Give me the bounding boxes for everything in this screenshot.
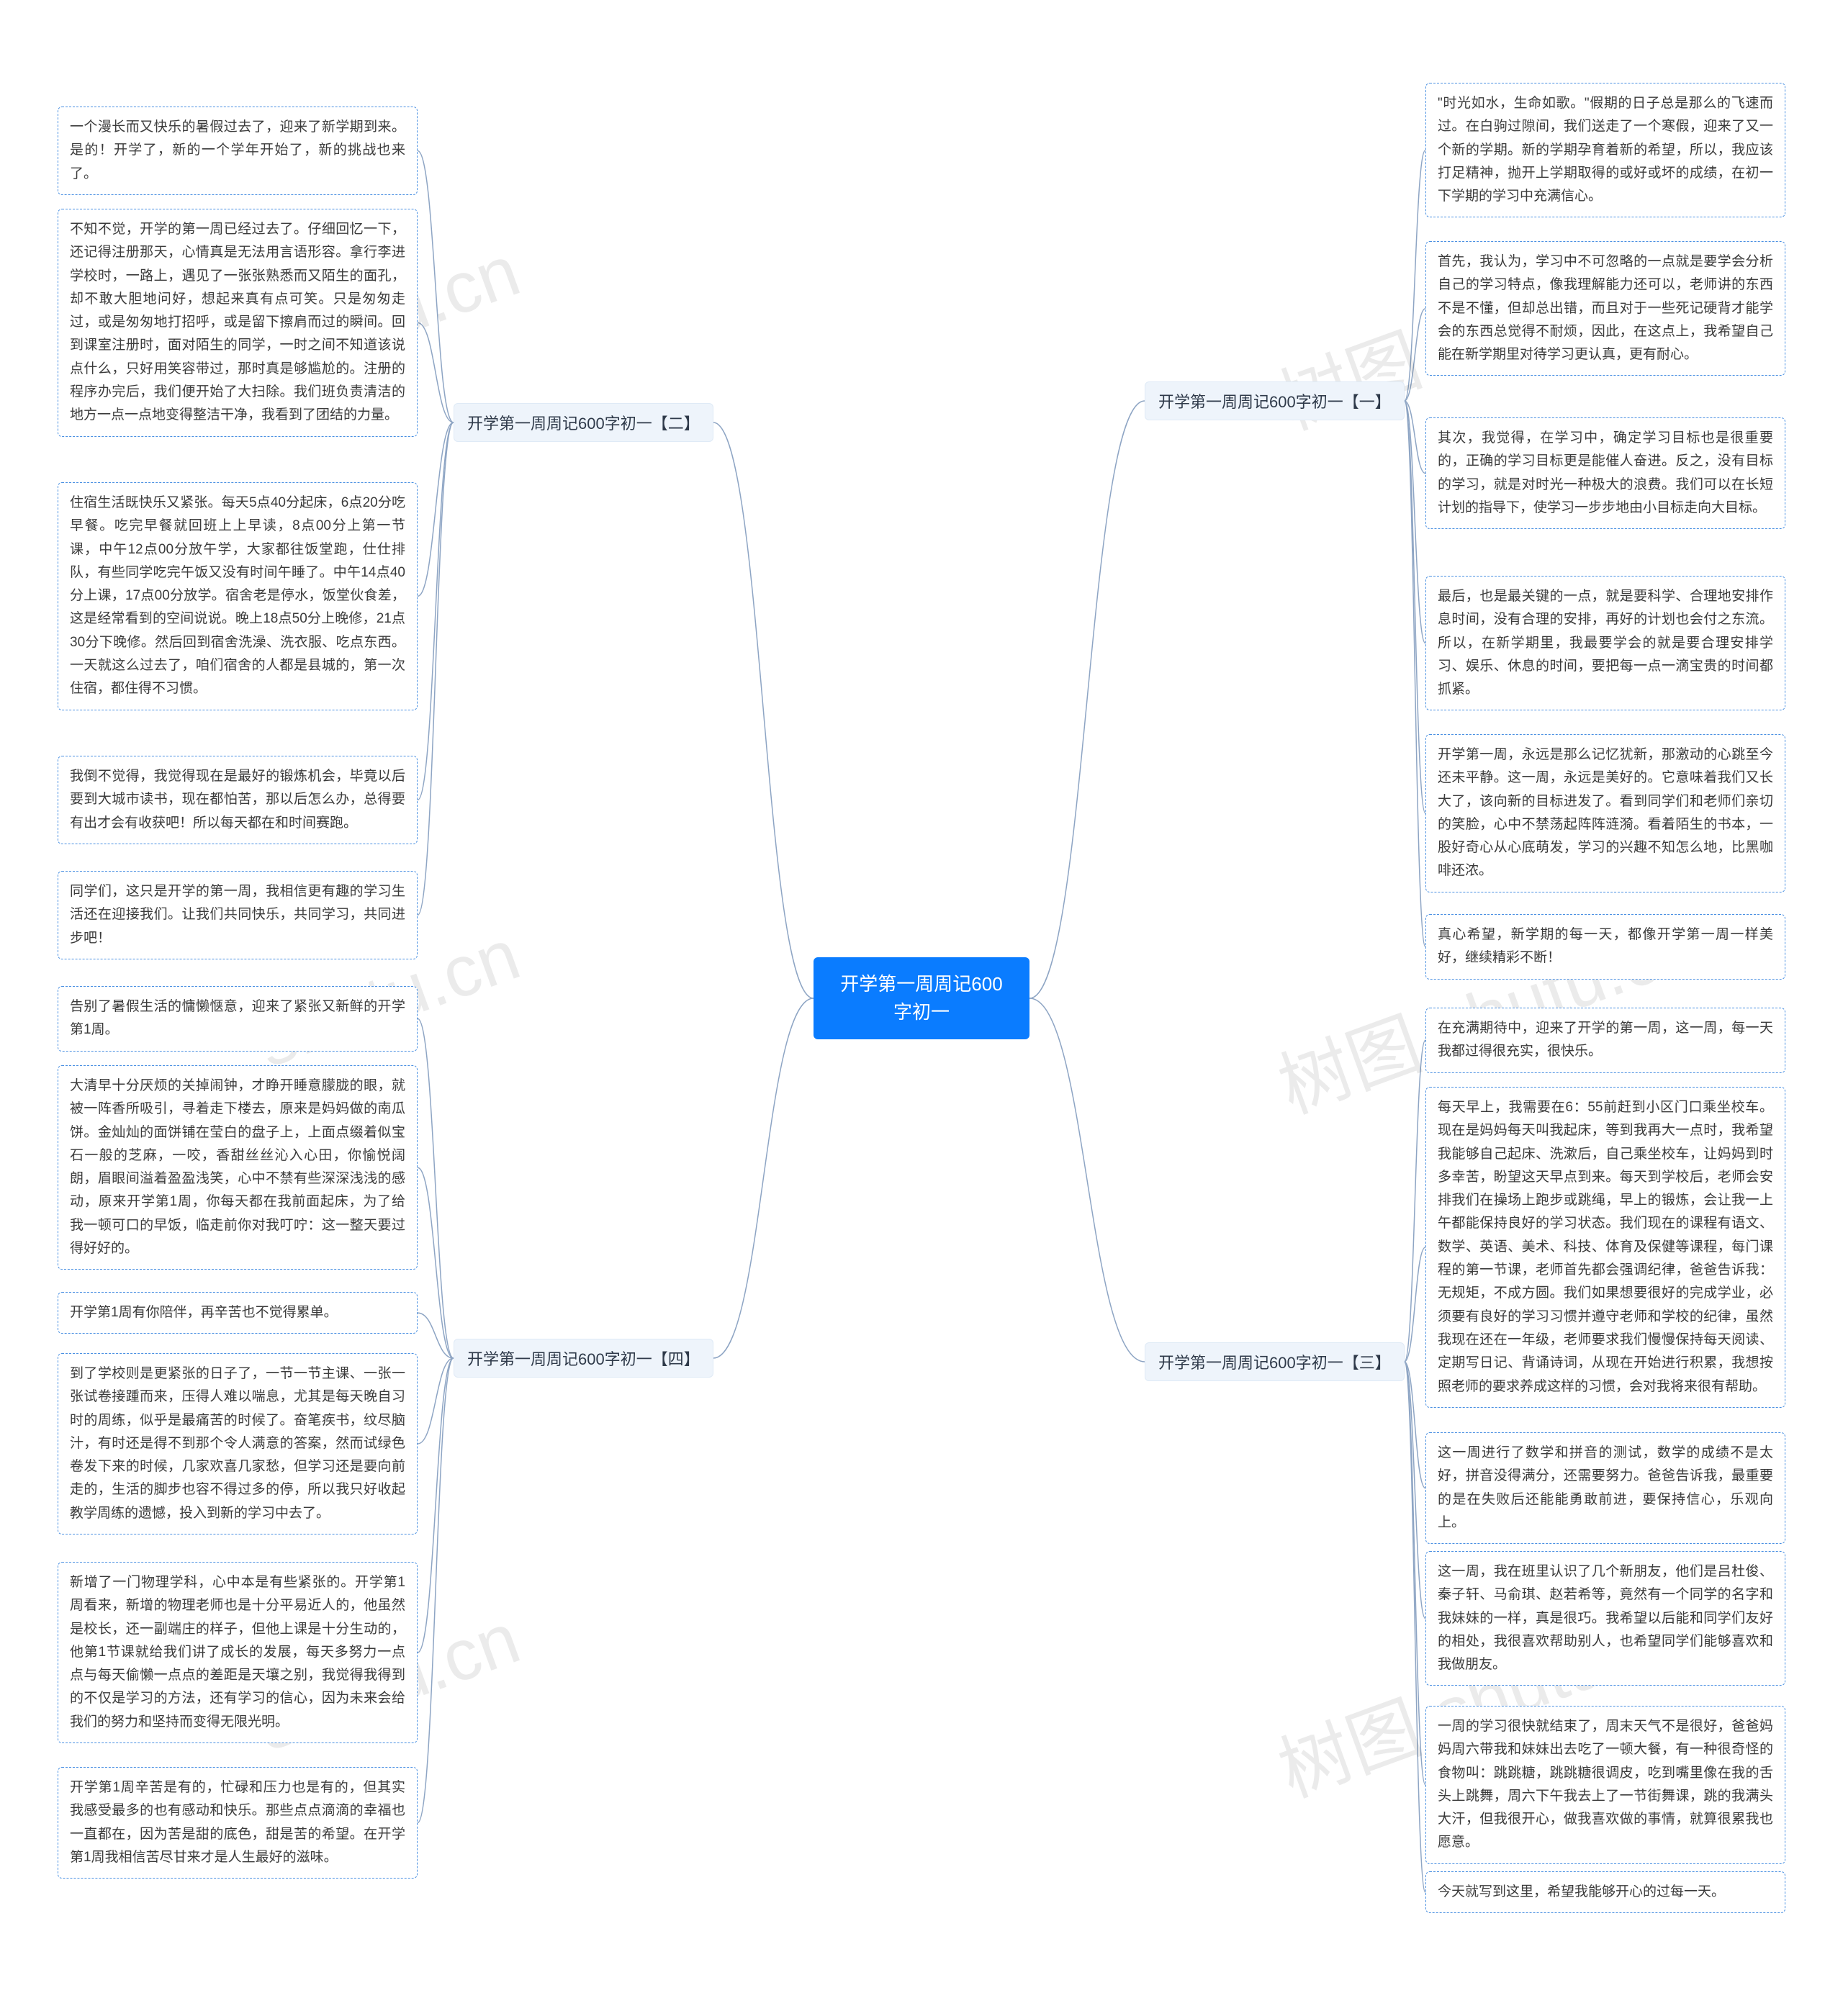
root-node: 开学第一周周记600字初一 <box>814 957 1029 1039</box>
branch-b2: 开学第一周周记600字初一【二】 <box>454 403 713 442</box>
leaf-b2-4: 同学们，这只是开学的第一周，我相信更有趣的学习生活还在迎接我们。让我们共同快乐，… <box>58 871 418 959</box>
leaf-b2-1: 不知不觉，开学的第一周已经过去了。仔细回忆一下，还记得注册那天，心情真是无法用言… <box>58 209 418 437</box>
leaf-b4-3: 到了学校则是更紧张的日子了，一节一节主课、一张一张试卷接踵而来，压得人难以喘息，… <box>58 1353 418 1534</box>
leaf-b3-5: 今天就写到这里，希望我能够开心的过每一天。 <box>1425 1871 1785 1913</box>
leaf-b1-4: 开学第一周，永远是那么记忆犹新，那激动的心跳至今还未平静。这一周，永远是美好的。… <box>1425 734 1785 892</box>
leaf-b2-0: 一个漫长而又快乐的暑假过去了，迎来了新学期到来。是的！开学了，新的一个学年开始了… <box>58 107 418 195</box>
leaf-b1-0: "时光如水，生命如歌。"假期的日子总是那么的飞速而过。在白驹过隙间，我们送走了一… <box>1425 83 1785 217</box>
leaf-b1-5: 真心希望，新学期的每一天，都像开学第一周一样美好，继续精彩不断！ <box>1425 914 1785 980</box>
leaf-b4-4: 新增了一门物理学科，心中本是有些紧张的。开学第1周看来，新增的物理老师也是十分平… <box>58 1562 418 1743</box>
leaf-b2-2: 住宿生活既快乐又紧张。每天5点40分起床，6点20分吃早餐。吃完早餐就回班上上早… <box>58 482 418 710</box>
leaf-b1-1: 首先，我认为，学习中不可忽略的一点就是要学会分析自己的学习特点，像我理解能力还可… <box>1425 241 1785 376</box>
branch-b4: 开学第一周周记600字初一【四】 <box>454 1339 713 1378</box>
leaf-b1-2: 其次，我觉得，在学习中，确定学习目标也是很重要的，正确的学习目标更是能催人奋进。… <box>1425 417 1785 529</box>
leaf-b4-2: 开学第1周有你陪伴，再辛苦也不觉得累单。 <box>58 1292 418 1334</box>
leaf-b3-2: 这一周进行了数学和拼音的测试，数学的成绩不是太好，拼音没得满分，还需要努力。爸爸… <box>1425 1432 1785 1544</box>
leaf-b4-5: 开学第1周辛苦是有的，忙碌和压力也是有的，但其实我感受最多的也有感动和快乐。那些… <box>58 1767 418 1879</box>
leaf-b2-3: 我倒不觉得，我觉得现在是最好的锻炼机会，毕竟以后要到大城市读书，现在都怕苦，那以… <box>58 756 418 844</box>
branch-b1: 开学第一周周记600字初一【一】 <box>1145 381 1405 420</box>
leaf-b3-4: 一周的学习很快就结束了，周末天气不是很好，爸爸妈妈周六带我和妹妹出去吃了一顿大餐… <box>1425 1706 1785 1864</box>
mindmap-stage: shutu.cn树图 shutu.cnshutu.cn树图 shutu.cnsh… <box>0 0 1843 2016</box>
leaf-b1-3: 最后，也是最关键的一点，就是要科学、合理地安排作息时间，没有合理的安排，再好的计… <box>1425 576 1785 710</box>
leaf-b4-1: 大清早十分厌烦的关掉闹钟，才睁开睡意朦胧的眼，就被一阵香所吸引，寻着走下楼去，原… <box>58 1065 418 1270</box>
leaf-b3-1: 每天早上，我需要在6：55前赶到小区门口乘坐校车。现在是妈妈每天叫我起床，等到我… <box>1425 1087 1785 1408</box>
leaf-b3-0: 在充满期待中，迎来了开学的第一周，这一周，每一天我都过得很充实，很快乐。 <box>1425 1008 1785 1073</box>
leaf-b3-3: 这一周，我在班里认识了几个新朋友，他们是吕杜俊、秦子轩、马俞琪、赵若希等，竟然有… <box>1425 1551 1785 1686</box>
branch-b3: 开学第一周周记600字初一【三】 <box>1145 1342 1405 1381</box>
leaf-b4-0: 告别了暑假生活的慵懒惬意，迎来了紧张又新鲜的开学第1周。 <box>58 986 418 1052</box>
